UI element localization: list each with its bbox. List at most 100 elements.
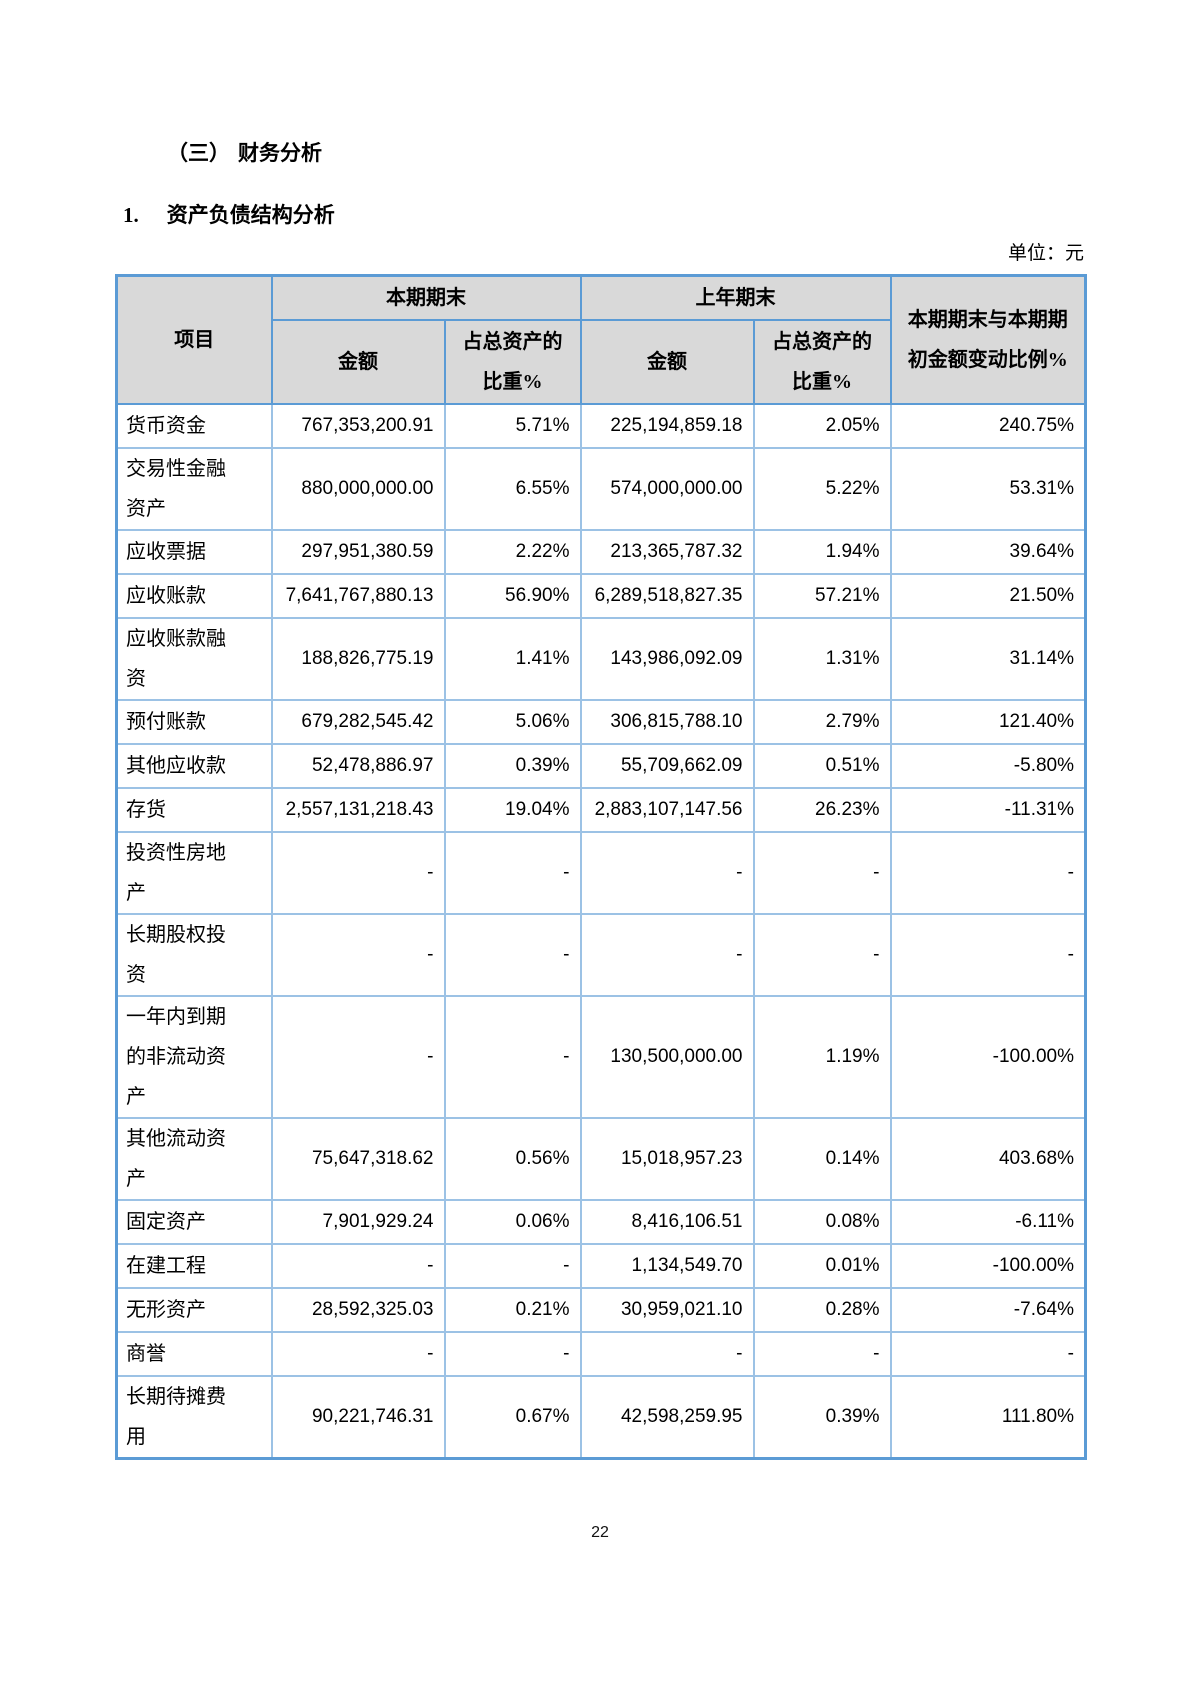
prior-amount-cell: 213,365,787.32 (579, 529, 755, 575)
table-row: 货币资金 767,353,200.91 5.71% 225,194,859.18… (115, 403, 1087, 449)
change-cell: - (889, 913, 1087, 997)
change-cell: 21.50% (889, 573, 1087, 619)
cur-pct-cell: 5.06% (443, 699, 582, 745)
page-content: （三） 财务分析 1. 资产负债结构分析 单位：元 项目 本期期末 上年期末 本期期… (115, 0, 1087, 1460)
cur-pct-cell: 1.41% (443, 617, 582, 701)
balance-sheet-table: 项目 本期期末 上年期末 本期期末与本期期初金额变动比例% 金额 占总资产的比重… (115, 274, 1087, 1460)
header-change-ratio: 本期期末与本期期初金额变动比例% (889, 274, 1087, 405)
prior-pct-cell: 2.05% (752, 403, 892, 449)
change-cell: -6.11% (889, 1199, 1087, 1245)
unit-label: 单位：元 (1007, 243, 1084, 264)
table-row: 一年内到期的非流动资产 - - 130,500,000.00 1.19% -10… (115, 995, 1087, 1119)
prior-pct-cell: 0.39% (752, 1375, 892, 1460)
cur-amount-cell: 679,282,545.42 (270, 699, 446, 745)
prior-amount-cell: 30,959,021.10 (579, 1287, 755, 1333)
table-row: 存货 2,557,131,218.43 19.04% 2,883,107,147… (115, 787, 1087, 833)
header-prior-pct: 占总资产的比重% (752, 319, 892, 405)
cur-pct-cell: - (443, 995, 582, 1119)
cur-amount-cell: 767,353,200.91 (270, 403, 446, 449)
change-cell: -100.00% (889, 1243, 1087, 1289)
prior-amount-cell: 306,815,788.10 (579, 699, 755, 745)
item-title: 资产负债结构分析 (166, 203, 335, 227)
row-item-label: 其他应收款 (115, 743, 273, 789)
prior-pct-cell: 57.21% (752, 573, 892, 619)
table-header-row-1: 项目 本期期末 上年期末 本期期末与本期期初金额变动比例% (115, 274, 1087, 405)
prior-pct-cell: 0.08% (752, 1199, 892, 1245)
table-row: 投资性房地产 - - - - - (115, 831, 1087, 915)
cur-amount-cell: - (270, 831, 446, 915)
item-number: 1. (123, 203, 139, 227)
cur-pct-cell: - (443, 831, 582, 915)
row-item-label: 交易性金融资产 (115, 447, 273, 531)
prior-amount-cell: - (579, 1331, 755, 1377)
row-item-label: 一年内到期的非流动资产 (115, 995, 273, 1119)
cur-amount-cell: - (270, 913, 446, 997)
header-current-period: 本期期末 (270, 274, 582, 321)
prior-pct-cell: 0.01% (752, 1243, 892, 1289)
row-item-label: 长期股权投资 (115, 913, 273, 997)
change-cell: - (889, 831, 1087, 915)
prior-amount-cell: 2,883,107,147.56 (579, 787, 755, 833)
table-row: 无形资产 28,592,325.03 0.21% 30,959,021.10 0… (115, 1287, 1087, 1333)
table-row: 预付账款 679,282,545.42 5.06% 306,815,788.10… (115, 699, 1087, 745)
cur-pct-cell: 0.39% (443, 743, 582, 789)
table-row: 固定资产 7,901,929.24 0.06% 8,416,106.51 0.0… (115, 1199, 1087, 1245)
header-prior-period: 上年期末 (579, 274, 892, 321)
change-cell: -5.80% (889, 743, 1087, 789)
cur-pct-cell: 56.90% (443, 573, 582, 619)
table-row: 其他流动资产 75,647,318.62 0.56% 15,018,957.23… (115, 1117, 1087, 1201)
table-row: 长期待摊费用 90,221,746.31 0.67% 42,598,259.95… (115, 1375, 1087, 1460)
row-item-label: 其他流动资产 (115, 1117, 273, 1201)
row-item-label: 应收账款 (115, 573, 273, 619)
table-row: 其他应收款 52,478,886.97 0.39% 55,709,662.09 … (115, 743, 1087, 789)
change-cell: - (889, 1331, 1087, 1377)
cur-amount-cell: - (270, 1331, 446, 1377)
cur-amount-cell: - (270, 995, 446, 1119)
cur-pct-cell: - (443, 1243, 582, 1289)
cur-amount-cell: 52,478,886.97 (270, 743, 446, 789)
header-cur-pct: 占总资产的比重% (443, 319, 582, 405)
prior-pct-cell: 0.51% (752, 743, 892, 789)
section-heading: （三） 财务分析 (115, 0, 1084, 166)
cur-pct-cell: 6.55% (443, 447, 582, 531)
item-heading: 1. 资产负债结构分析 (123, 202, 1084, 228)
section-number: （三） (167, 141, 230, 165)
row-item-label: 长期待摊费用 (115, 1375, 273, 1460)
section-title: 财务分析 (238, 141, 322, 165)
cur-pct-cell: 0.56% (443, 1117, 582, 1201)
header-prior-amount: 金额 (579, 319, 755, 405)
prior-amount-cell: - (579, 913, 755, 997)
prior-amount-cell: - (579, 831, 755, 915)
prior-amount-cell: 225,194,859.18 (579, 403, 755, 449)
cur-pct-cell: - (443, 913, 582, 997)
prior-pct-cell: 5.22% (752, 447, 892, 531)
prior-pct-cell: 0.14% (752, 1117, 892, 1201)
change-cell: -7.64% (889, 1287, 1087, 1333)
prior-pct-cell: 2.79% (752, 699, 892, 745)
cur-amount-cell: 297,951,380.59 (270, 529, 446, 575)
cur-pct-cell: 0.06% (443, 1199, 582, 1245)
cur-pct-cell: 0.21% (443, 1287, 582, 1333)
cur-amount-cell: 7,641,767,880.13 (270, 573, 446, 619)
row-item-label: 在建工程 (115, 1243, 273, 1289)
cur-amount-cell: 188,826,775.19 (270, 617, 446, 701)
change-cell: 111.80% (889, 1375, 1087, 1460)
cur-pct-cell: 2.22% (443, 529, 582, 575)
table-header-row-2: 金额 占总资产的比重% 金额 占总资产的比重% (117, 319, 1086, 405)
cur-amount-cell: 90,221,746.31 (270, 1375, 446, 1460)
table-row: 商誉 - - - - - (115, 1331, 1087, 1377)
change-cell: 31.14% (889, 617, 1087, 701)
prior-pct-cell: 1.31% (752, 617, 892, 701)
row-item-label: 预付账款 (115, 699, 273, 745)
prior-amount-cell: 55,709,662.09 (579, 743, 755, 789)
prior-amount-cell: 1,134,549.70 (579, 1243, 755, 1289)
cur-amount-cell: 2,557,131,218.43 (270, 787, 446, 833)
page-number: 22 (591, 1524, 609, 1541)
cur-pct-cell: 0.67% (443, 1375, 582, 1460)
row-item-label: 商誉 (115, 1331, 273, 1377)
table-row: 应收账款融资 188,826,775.19 1.41% 143,986,092.… (115, 617, 1087, 701)
prior-pct-cell: - (752, 913, 892, 997)
change-cell: -11.31% (889, 787, 1087, 833)
row-item-label: 应收票据 (115, 529, 273, 575)
